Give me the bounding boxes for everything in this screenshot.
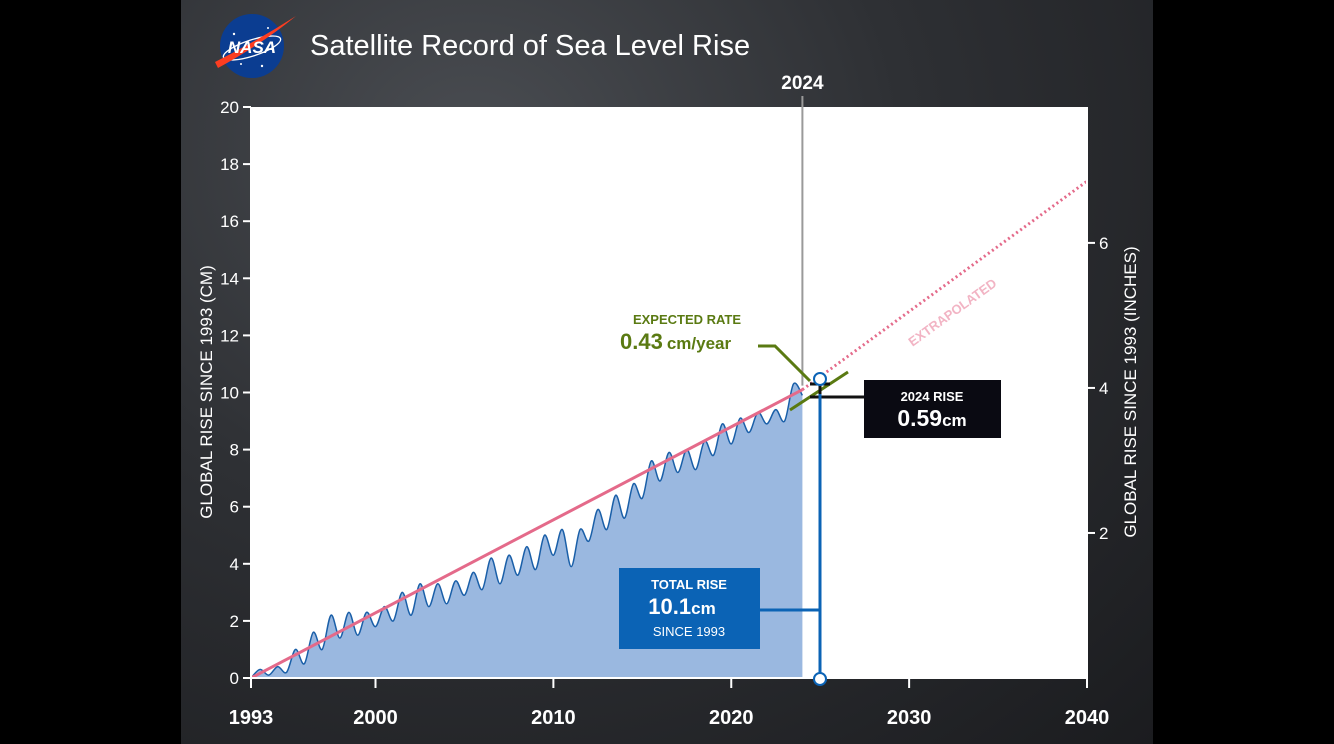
y-axis-right-title: GLOBAL RISE SINCE 1993 (INCHES) (1121, 246, 1140, 537)
y-tick-label: 18 (220, 155, 239, 174)
y-tick-right-label: 4 (1099, 379, 1108, 398)
logo-wordmark: NASA (228, 38, 276, 57)
marker-layer: 2024 (781, 73, 824, 386)
x-tick-label: 2000 (353, 707, 398, 729)
marker-2024-label: 2024 (781, 73, 824, 94)
y-tick-label: 4 (230, 555, 239, 574)
x-tick-label: 2040 (1065, 707, 1110, 729)
total-rise-value: 10.1cm (648, 594, 715, 619)
x-tick-label: 2020 (709, 707, 754, 729)
y-tick-label: 12 (220, 326, 239, 345)
x-tick-label: 2010 (531, 707, 576, 729)
rise-2024-value: 0.59cm (897, 405, 966, 431)
y-tick-label: 20 (220, 98, 239, 117)
nasa-logo: NASA (215, 14, 296, 78)
total-rise-label: TOTAL RISE (651, 577, 727, 592)
expected-rate-leader (758, 344, 812, 383)
y-tick-label: 6 (230, 498, 239, 517)
rise-2024-box (864, 380, 1001, 438)
sea-level-line (250, 382, 804, 679)
y-axis-title: GLOBAL RISE SINCE 1993 (CM) (197, 265, 216, 519)
axis-layer: 0 2 4 6 8 10 12 14 16 18 20 1993 2000 2010 2020 2030 204… (220, 98, 1109, 729)
expected-rate-value: 0.43 cm/year (620, 329, 731, 354)
marker-2024-top-dot (813, 372, 827, 386)
y-tick-label: 10 (220, 384, 239, 403)
y-tick-right-label: 6 (1099, 234, 1108, 253)
y-tick-label: 8 (230, 441, 239, 460)
chart-title: Satellite Record of Sea Level Rise (310, 30, 750, 62)
y-tick-label: 16 (220, 212, 239, 231)
rise-2024-label: 2024 RISE (901, 389, 964, 404)
logo-swoosh (215, 16, 296, 68)
y-tick-label: 0 (230, 669, 239, 688)
y-tick-label: 2 (230, 612, 239, 631)
marker-2024-base-dot (813, 672, 827, 686)
total-rise-since: SINCE 1993 (653, 624, 725, 639)
x-tick-label: 2030 (887, 707, 932, 729)
total-rise-box (619, 568, 760, 649)
y-tick-right-label: 2 (1099, 524, 1108, 543)
y-tick-label: 14 (220, 269, 239, 288)
expected-rate-label: EXPECTED RATE (633, 312, 741, 327)
x-tick-label: 1993 (229, 707, 274, 729)
extrapolated-line (801, 180, 1088, 391)
trend-line (250, 388, 804, 680)
